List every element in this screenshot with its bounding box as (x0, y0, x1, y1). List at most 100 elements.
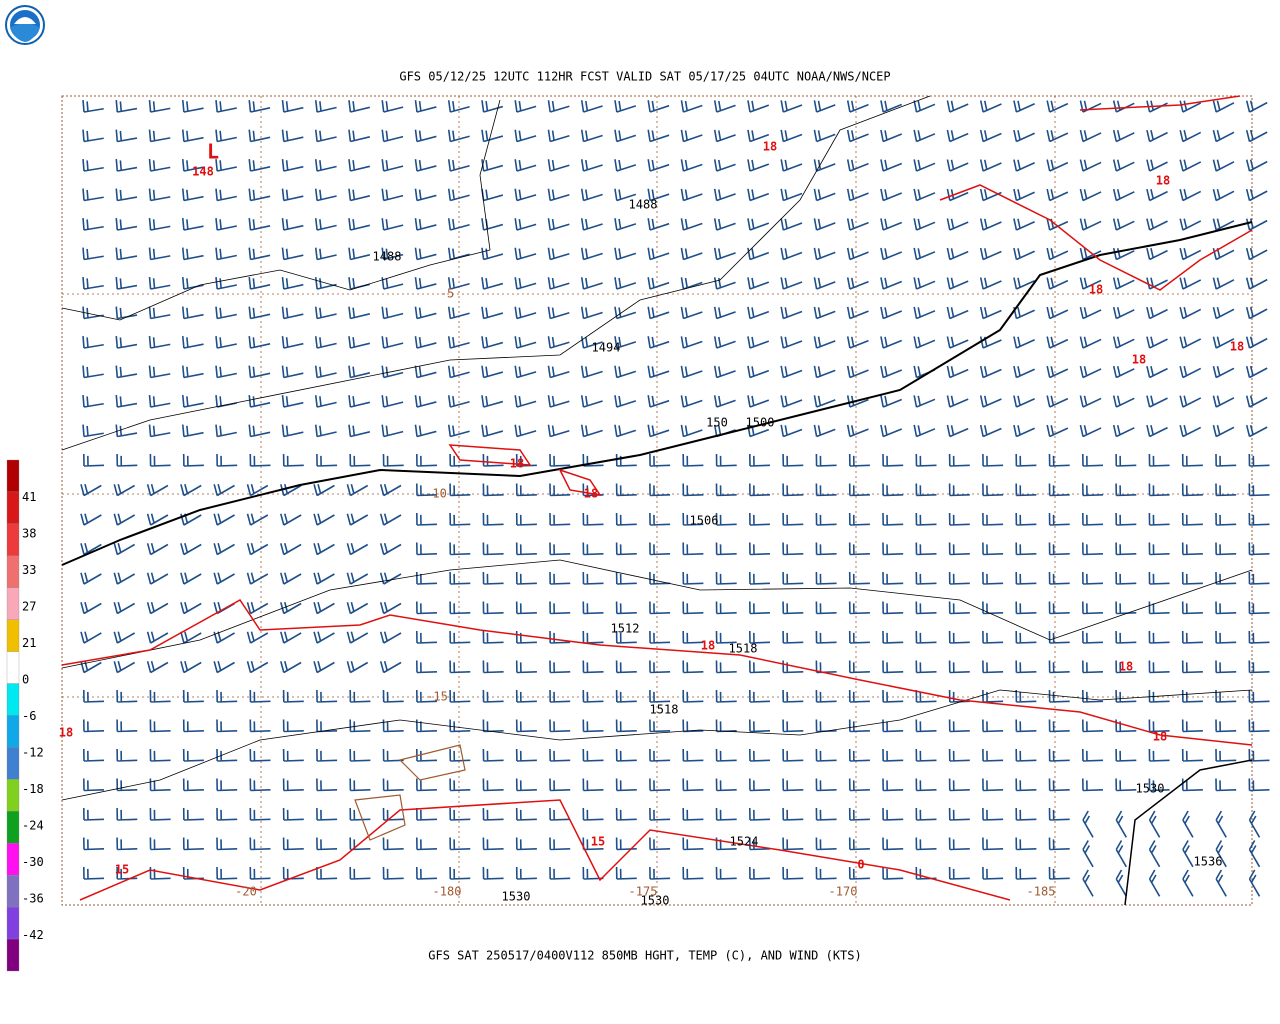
wind-barb (181, 277, 204, 290)
wind-barb (880, 424, 903, 438)
wind-barb (80, 513, 102, 526)
wind-barb (280, 542, 302, 556)
wind-barb (549, 689, 571, 703)
wind-barb (915, 601, 937, 615)
wind-barb (115, 100, 138, 113)
wind-barb (282, 689, 304, 703)
wind-barb (215, 336, 237, 349)
colorbar-band (6, 523, 20, 556)
colorbar-label: -18 (22, 782, 44, 796)
wind-barb (181, 247, 204, 261)
wind-barb (449, 453, 471, 467)
wind-barb (447, 188, 470, 202)
wind-barb (747, 277, 770, 290)
wind-barb (580, 277, 603, 290)
wind-barb (314, 336, 337, 349)
wind-barb (116, 719, 138, 733)
wind-barb (348, 100, 371, 113)
wind-barb (1179, 424, 1202, 438)
wind-barb (748, 601, 771, 615)
isotherm-label: -170 (829, 885, 858, 899)
wind-barb (348, 306, 371, 320)
wind-barb (547, 188, 570, 202)
wind-barb (846, 188, 869, 202)
wind-barb (647, 365, 670, 379)
wind-barb (382, 719, 404, 733)
wind-barb (248, 188, 271, 202)
wind-barb (1245, 130, 1268, 143)
wind-barb (515, 837, 537, 851)
wind-barb (915, 660, 937, 674)
wind-barb (846, 424, 869, 438)
wind-barb (547, 424, 570, 438)
wind-barb (1148, 601, 1170, 615)
wind-barb (313, 542, 335, 556)
wind-barb (248, 159, 271, 172)
wind-barb (549, 866, 571, 880)
wind-barb (1248, 601, 1270, 615)
wind-barb (115, 336, 138, 349)
wind-barb (148, 365, 171, 379)
wind-barb (747, 306, 770, 320)
wind-barb (215, 424, 237, 438)
colorbar-label: -42 (22, 928, 44, 942)
wind-barb (213, 572, 235, 585)
colorbar-label: 0 (22, 673, 29, 687)
wind-barb (915, 630, 937, 644)
wind-barb (748, 778, 771, 792)
wind-barb (948, 571, 970, 585)
wind-barb (748, 837, 771, 851)
colorbar-band (6, 651, 20, 684)
wind-barb (1015, 512, 1037, 526)
wind-barb (82, 719, 105, 733)
wind-barb (1079, 306, 1102, 320)
wind-barb (449, 512, 471, 526)
wind-barb (1015, 630, 1037, 644)
wind-barb (846, 100, 869, 113)
wind-barb (580, 100, 603, 113)
wind-barb (246, 572, 269, 585)
wind-barb (1115, 512, 1137, 526)
wind-barb (415, 571, 438, 585)
wind-barb (1048, 571, 1070, 585)
wind-barb (948, 630, 970, 644)
wind-barb (1212, 424, 1235, 438)
wind-barb (647, 129, 670, 143)
wind-barb (1081, 719, 1104, 733)
wind-barb (414, 277, 437, 290)
wind-barb (948, 660, 970, 674)
wind-barb (1245, 277, 1268, 290)
wind-barb (280, 513, 302, 526)
wind-barb (149, 689, 171, 703)
wind-barb (815, 483, 837, 497)
wind-barb (1046, 424, 1069, 438)
wind-barb (682, 571, 704, 585)
wind-barb (1046, 306, 1069, 320)
wind-barb (680, 306, 703, 320)
wind-barb (580, 365, 603, 379)
wind-barb (880, 188, 903, 202)
wind-barb (346, 483, 369, 497)
wind-barb (113, 572, 136, 585)
wind-barb (1013, 100, 1035, 113)
wind-barb (1212, 336, 1235, 349)
wind-barb (146, 660, 169, 674)
height-label: 1524 (730, 835, 759, 849)
wind-barb (148, 336, 171, 349)
wind-barb (979, 365, 1002, 379)
wind-barb (713, 365, 736, 379)
wind-barb (348, 424, 371, 438)
wind-barb (246, 542, 269, 556)
wind-barb (80, 572, 102, 585)
wind-barb (614, 306, 637, 320)
wind-barb (1248, 840, 1261, 868)
wind-barb (80, 542, 102, 556)
wind-barb (514, 188, 537, 202)
wind-barb (1181, 512, 1203, 526)
wind-barb (515, 483, 537, 497)
wind-barb (747, 365, 770, 379)
wind-barb (1046, 395, 1069, 408)
wind-barb (1115, 748, 1137, 762)
wind-barb (379, 660, 402, 674)
